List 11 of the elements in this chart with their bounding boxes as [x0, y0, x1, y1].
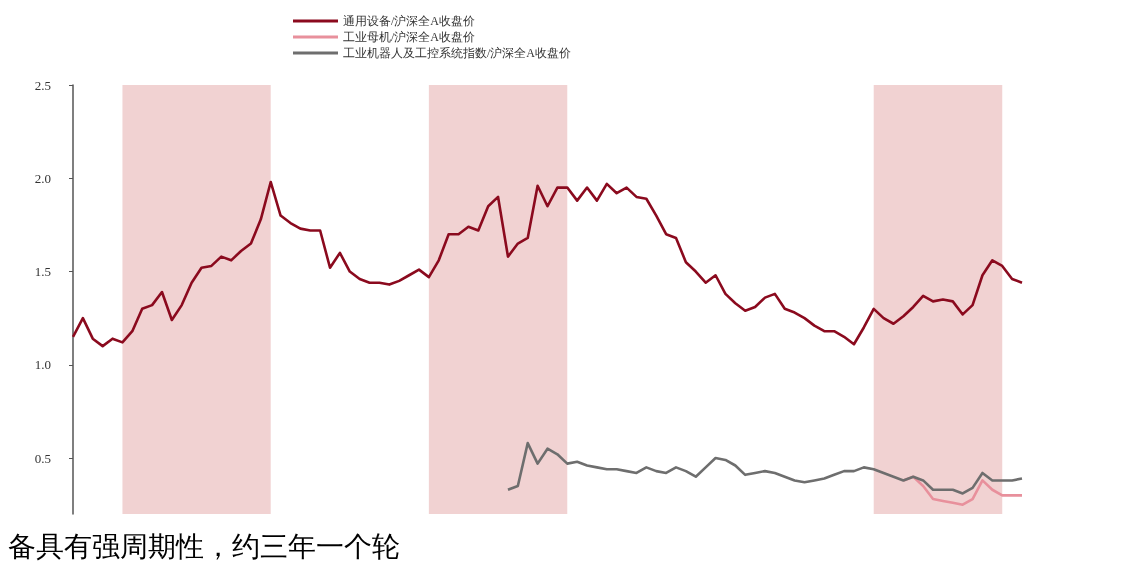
y-tick-label: 0.5: [34, 450, 51, 466]
y-tick-label: 2.0: [34, 170, 51, 186]
y-tick-label: 1.5: [34, 264, 51, 280]
legend-label: 工业机器人及工控系统指数/沪深全A收盘价: [343, 46, 571, 60]
y-tick-label: 2.5: [34, 77, 51, 93]
line-series: [506, 441, 1024, 495]
text: 备具有强周期性，约三年一个轮: [8, 529, 400, 563]
line-series: [71, 180, 1024, 348]
legend-label: 工业母机/沪深全A收盘价: [343, 30, 475, 44]
legend-label: 通用设备/沪深全A收盘价: [343, 14, 475, 28]
y-tick-label: 1.0: [34, 357, 51, 373]
